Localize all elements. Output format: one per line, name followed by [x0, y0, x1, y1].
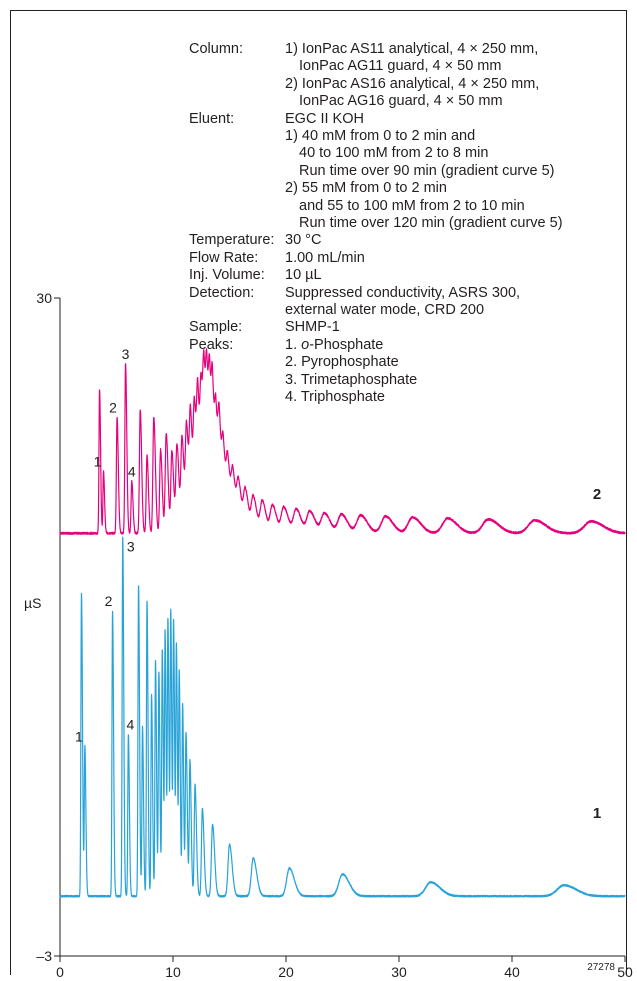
condition-value: 10 µL	[285, 267, 322, 284]
condition-label: Inj. Volume:	[189, 267, 265, 284]
figure-frame	[10, 10, 627, 975]
condition-label: Flow Rate:	[189, 249, 259, 266]
condition-label: Column:	[189, 41, 243, 57]
condition-label: Eluent:	[189, 110, 235, 127]
x-tick-label: 0	[56, 964, 64, 980]
condition-value: Run time over 90 min (gradient curve 5)	[299, 162, 555, 179]
series-trace-2	[59, 348, 626, 535]
condition-value: 2) 55 mM from 0 to 2 min	[285, 180, 447, 197]
series-trace-1	[59, 536, 626, 898]
condition-value: 2. Pyrophosphate	[285, 354, 399, 371]
x-tick-label: 30	[391, 964, 407, 980]
x-tick-label: 40	[504, 964, 520, 980]
peak-label: 3	[122, 346, 130, 362]
condition-value: 30 °C	[285, 232, 322, 249]
y-tick-label: 30	[36, 290, 52, 306]
condition-value: 1) 40 mM from 0 to 2 min and	[285, 128, 476, 144]
peak-label: 2	[109, 400, 117, 416]
condition-value: external water mode, CRD 200	[285, 302, 485, 318]
condition-label: Peaks:	[189, 336, 234, 353]
condition-value: 1.00 mL/min	[285, 249, 365, 266]
series-label-2: 2	[593, 486, 601, 503]
x-tick-label: 20	[278, 964, 294, 980]
peak-label: 3	[127, 538, 135, 554]
condition-value: IonPac AG11 guard, 4 × 50 mm	[299, 58, 502, 75]
y-tick-label: –3	[36, 948, 52, 964]
series-label-1: 1	[593, 805, 601, 822]
peak-label: 2	[105, 593, 113, 609]
condition-label: Temperature:	[189, 232, 275, 249]
condition-value: SHMP-1	[285, 319, 340, 336]
condition-value: and 55 to 100 mM from 2 to 10 min	[299, 197, 525, 214]
condition-value: 1) IonPac AS11 analytical, 4 × 250 mm,	[285, 41, 539, 57]
peak-label: 4	[128, 463, 136, 479]
condition-value: Suppressed conductivity, ASRS 300,	[285, 284, 521, 301]
x-tick-label: 10	[165, 964, 181, 980]
condition-value: 40 to 100 mM from 2 to 8 min	[299, 145, 489, 162]
condition-value: 4. Triphosphate	[285, 389, 385, 405]
peak-label: 1	[94, 453, 102, 469]
y-axis-title: µS	[24, 595, 41, 611]
peak-label: 1	[75, 729, 83, 745]
condition-label: Sample:	[189, 319, 243, 336]
condition-value: 2) IonPac AS16 analytical, 4 × 250 mm,	[285, 75, 540, 92]
peak-label: 4	[126, 717, 134, 733]
figure-number: 27278	[587, 962, 615, 973]
x-tick-label: 50	[617, 964, 633, 980]
condition-value: IonPac AG16 guard, 4 × 50 mm	[299, 93, 503, 110]
condition-value: 1. o-Phosphate	[285, 336, 384, 353]
condition-value: Run time over 120 min (gradient curve 5)	[299, 215, 563, 231]
condition-value: 3. Trimetaphosphate	[285, 371, 418, 388]
condition-label: Detection:	[189, 284, 255, 301]
condition-value: EGC II KOH	[285, 110, 364, 127]
